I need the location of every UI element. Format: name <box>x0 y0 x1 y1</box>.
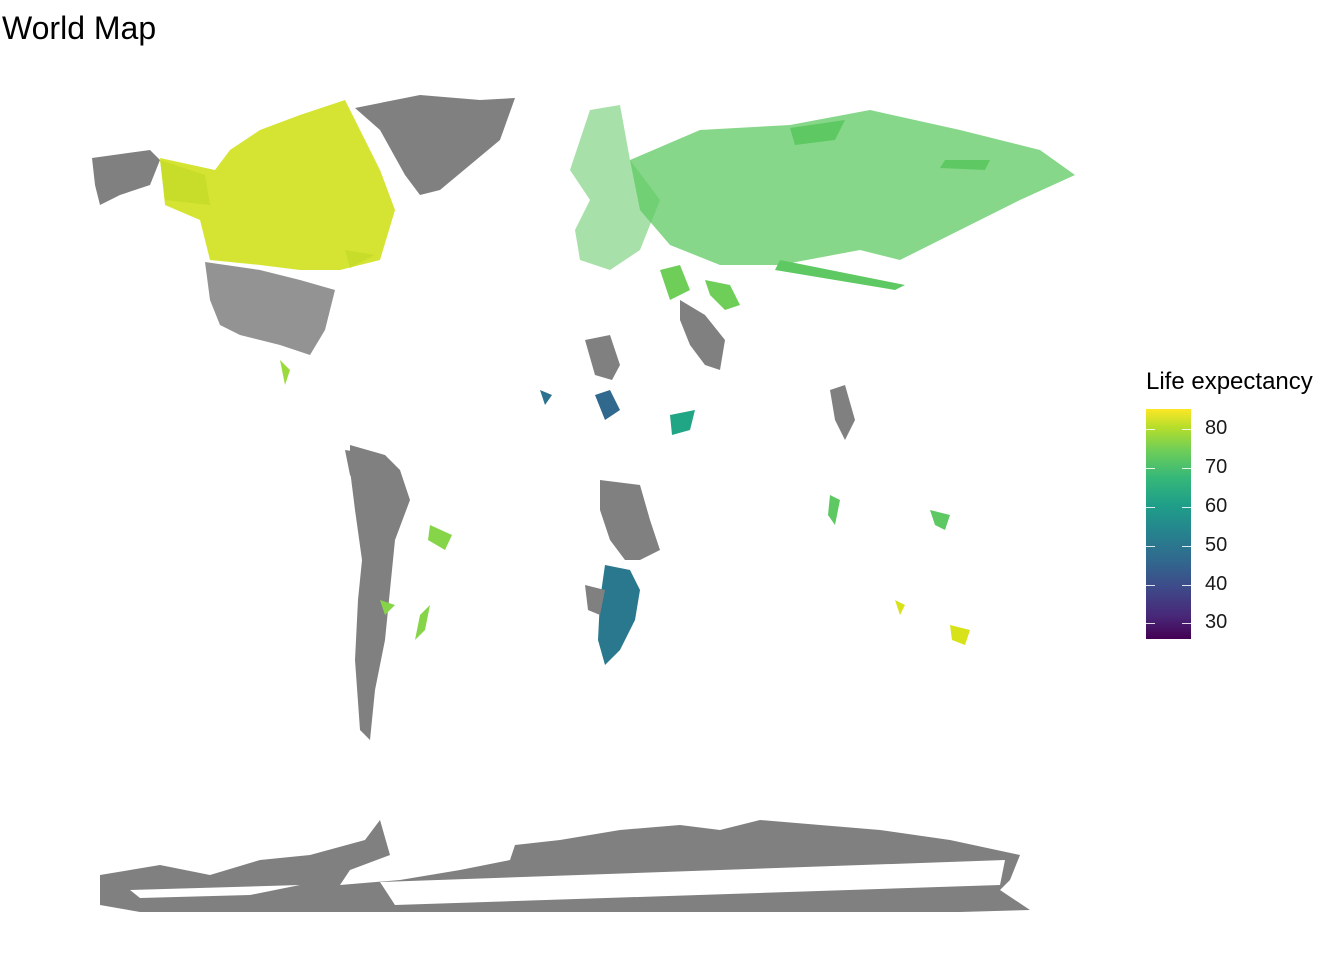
legend-tick-mark <box>1146 585 1191 586</box>
region-greenland <box>355 95 515 195</box>
region-russia <box>630 110 1075 265</box>
region-southern-africa <box>598 565 640 665</box>
legend-tick-label: 80 <box>1205 417 1228 439</box>
region-canada-west <box>160 160 210 205</box>
region-usa <box>205 262 335 355</box>
region-india <box>680 300 725 370</box>
legend-colorbar <box>1146 409 1191 639</box>
region-africa <box>600 480 660 560</box>
legend-tick-label: 30 <box>1205 611 1228 633</box>
legend-tick-label: 70 <box>1205 456 1228 478</box>
legend-tick-mark <box>1146 468 1191 469</box>
region-canada <box>160 100 395 270</box>
legend-tick-mark <box>1146 546 1191 547</box>
legend-tick-label: 40 <box>1205 573 1228 595</box>
region-europe <box>570 105 660 270</box>
region-middle-east <box>585 335 620 380</box>
legend-title: Life expectancy <box>1146 368 1313 395</box>
legend-tick-mark <box>1146 507 1191 508</box>
region-alaska <box>92 150 160 205</box>
legend-tick-label: 60 <box>1205 495 1228 517</box>
legend-tick-mark <box>1146 429 1191 430</box>
legend-tick-label: 50 <box>1205 534 1228 556</box>
region-south-america <box>350 445 410 740</box>
legend-tick-mark <box>1146 623 1191 624</box>
map-title: World Map <box>2 10 157 46</box>
